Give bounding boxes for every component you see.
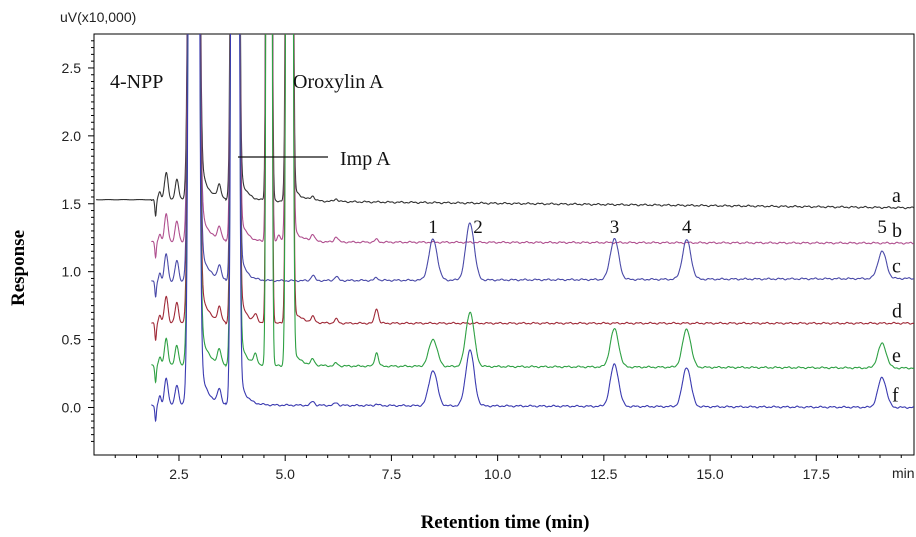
- trace-line-f: [151, 34, 914, 423]
- y-tick-label: 1.0: [62, 264, 82, 280]
- trace-line-c: [151, 34, 914, 298]
- trace-label-d: d: [892, 300, 902, 322]
- y-tick-label: 0.5: [62, 332, 82, 348]
- x-tick-label: 7.5: [382, 466, 402, 482]
- peak-label: 4: [682, 217, 692, 238]
- traces-group: [96, 34, 914, 423]
- y-tick-label: 2.5: [62, 60, 82, 76]
- x-tick-label: 10.0: [484, 466, 511, 482]
- x-tick-label: 2.5: [169, 466, 189, 482]
- peak-label: 5: [877, 217, 887, 238]
- trace-label-b: b: [892, 220, 902, 242]
- y-ticks-group: 0.0 0.5 1.0 1.5 2.0 2.5: [62, 40, 94, 442]
- traces-clip: [96, 34, 914, 423]
- y-tick-label: 0.0: [62, 399, 82, 415]
- peak-label: 3: [610, 217, 620, 238]
- trace-labels-group: abc d ef: [892, 185, 902, 407]
- trace-line-a: [96, 34, 914, 217]
- x-tick-label: 5.0: [275, 466, 295, 482]
- plot-frame: [93, 33, 915, 456]
- x-unit-label: min: [892, 465, 915, 481]
- x-axis-title: Retention time (min): [421, 512, 590, 533]
- x-tick-label: 15.0: [696, 466, 723, 482]
- annotation-imp-a: Imp A: [340, 148, 391, 170]
- peak-label: 1: [428, 217, 438, 238]
- peak-labels-group: 1 2 3 4 5: [428, 217, 887, 238]
- y-tick-label: 1.5: [62, 196, 82, 212]
- trace-line-d: [151, 34, 914, 342]
- trace-label-e: e: [892, 345, 901, 367]
- annotation-4-npp: 4-NPP: [110, 71, 163, 93]
- trace-label-a: a: [892, 185, 901, 207]
- trace-label-f: f: [892, 384, 899, 406]
- x-ticks-group: 2.5 5.0 7.5 10.0 12.5 15.0 17.5: [114, 455, 902, 482]
- y-tick-label: 2.0: [62, 128, 82, 144]
- x-tick-label: 12.5: [590, 466, 617, 482]
- y-axis-title: Response: [8, 230, 29, 306]
- trace-label-c: c: [892, 255, 901, 277]
- peak-label: 2: [473, 217, 483, 238]
- trace-line-b: [151, 34, 914, 260]
- x-tick-label: 17.5: [803, 466, 830, 482]
- annotation-oroxylin-a: Oroxylin A: [293, 71, 384, 93]
- trace-line-e: [151, 34, 914, 384]
- y-unit-label: uV(x10,000): [60, 9, 136, 25]
